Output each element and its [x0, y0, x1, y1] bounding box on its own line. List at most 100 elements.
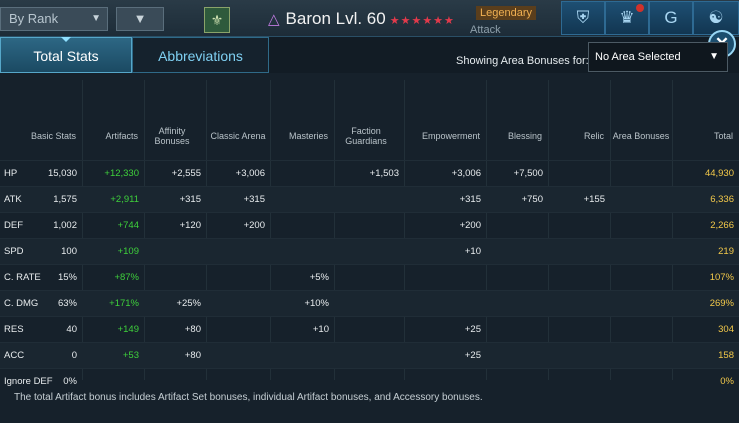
faction-banner-icon: ⚜ [204, 7, 230, 33]
cell-area [610, 291, 672, 317]
cell-blessing [486, 317, 548, 343]
header-blessing: Blessing [507, 131, 542, 141]
cell-affinity [144, 239, 206, 265]
tab-abbreviations[interactable]: Abbreviations [132, 37, 269, 73]
table-row: DEF 1,002 +744 +120 +200 +200 2,266 [0, 212, 739, 239]
footnote: The total Artifact bonus includes Artifa… [14, 392, 483, 403]
cell-affinity: +120 [179, 220, 201, 231]
cell-blessing: +7,500 [513, 168, 543, 179]
column-divider [672, 80, 673, 380]
header-faction-guardians: Faction Guardians [345, 126, 387, 146]
table-row: SPD 100 +109 +10 219 [0, 238, 739, 265]
cell-masteries [270, 213, 334, 239]
triangle-icon: △ [268, 11, 280, 28]
guild-icon[interactable]: G [649, 1, 693, 35]
cell-basic: 0% [63, 376, 77, 387]
cell-empower: +200 [459, 220, 481, 231]
cell-arena: +315 [243, 194, 265, 205]
role-label: Attack [470, 24, 501, 36]
area-bonus-dropdown[interactable]: No Area Selected ▼ [588, 42, 728, 72]
cell-blessing [486, 213, 548, 239]
cell-arena [206, 265, 270, 291]
cell-blessing: +750 [521, 194, 543, 205]
cell-arena: +200 [243, 220, 265, 231]
tab-total-stats[interactable]: Total Stats [0, 37, 132, 73]
column-divider [610, 80, 611, 380]
cell-masteries [270, 343, 334, 369]
cell-masteries: +10% [304, 298, 329, 309]
column-divider [144, 80, 145, 380]
cell-artifacts: +53 [122, 350, 139, 361]
header-area-bonuses: Area Bonuses [612, 131, 670, 141]
cell-area [610, 213, 672, 239]
crown-icon[interactable]: ♛ [605, 1, 649, 35]
cell-empower: +25 [464, 324, 481, 335]
top-bar: By Rank ▼ ▼ ⚜ △ Baron Lvl. 60 ★★★★★★ Legen… [0, 0, 739, 36]
area-bonus-label: Showing Area Bonuses for: [456, 55, 589, 67]
cell-total: 158 [718, 350, 734, 361]
rarity-badge: Legendary [476, 6, 536, 20]
cell-artifacts: +87% [114, 272, 139, 283]
tab-label: Abbreviations [158, 48, 243, 64]
cell-empower: +25 [464, 350, 481, 361]
column-divider [270, 80, 271, 380]
cell-stat: C. RATE [4, 272, 41, 283]
filter-button[interactable]: ▼ [116, 7, 164, 31]
cell-arena [206, 239, 270, 265]
cell-empower: +315 [459, 194, 481, 205]
cell-artifacts: +744 [117, 220, 139, 231]
cell-blessing [486, 291, 548, 317]
cell-area [610, 265, 672, 291]
header-affinity-bonuses: Affinity Bonuses [154, 126, 190, 146]
sort-dropdown[interactable]: By Rank ▼ [0, 7, 108, 31]
cell-basic: 63% [57, 298, 77, 309]
cell-area [610, 317, 672, 343]
cell-stat: ACC [4, 350, 25, 361]
filter-icon: ▼ [133, 11, 147, 26]
cell-arena [206, 343, 270, 369]
cell-stat: Ignore DEF [4, 376, 53, 387]
cell-empower [404, 291, 486, 317]
table-row: RES 40 +149 +80 +10 +25 304 [0, 316, 739, 343]
cell-area [610, 343, 672, 369]
cell-stat: ATK [4, 194, 22, 205]
chevron-down-icon: ▼ [709, 51, 719, 62]
cell-affinity: +315 [179, 194, 201, 205]
champion-name: Baron Lvl. 60 [285, 9, 386, 28]
area-bonus-selected: No Area Selected [595, 51, 681, 63]
cell-area [610, 187, 672, 213]
cell-artifacts: +2,911 [110, 194, 139, 205]
cell-basic: 0 [71, 350, 77, 361]
cell-blessing [486, 343, 548, 369]
cell-guardians [334, 265, 404, 291]
cell-affinity: +80 [184, 324, 201, 335]
cell-blessing [486, 239, 548, 265]
tab-label: Total Stats [33, 48, 99, 64]
cell-total: 269% [709, 298, 734, 309]
cell-arena [206, 291, 270, 317]
champion-title: △ Baron Lvl. 60 ★★★★★★ [268, 8, 455, 30]
cell-basic: 1,002 [53, 220, 77, 231]
cell-stat: DEF [4, 220, 23, 231]
table-row: ATK 1,575 +2,911 +315 +315 +315 +750 +155 6,336 [0, 186, 739, 213]
mask-icon[interactable]: ☯ [693, 1, 739, 35]
cell-basic: 1,575 [53, 194, 77, 205]
cell-relic [548, 239, 610, 265]
cell-basic: 15% [57, 272, 77, 283]
cell-stat: SPD [4, 246, 24, 257]
column-divider [206, 80, 207, 380]
cell-relic [548, 317, 610, 343]
cell-area [610, 239, 672, 265]
cell-masteries: +5% [309, 272, 329, 283]
armor-icon[interactable]: ⛨ [561, 1, 605, 35]
cell-basic: 15,030 [47, 168, 77, 179]
cell-basic: 40 [66, 324, 77, 335]
chevron-down-icon: ▼ [91, 13, 101, 24]
cell-total: 0% [720, 376, 734, 387]
cell-total: 219 [718, 246, 734, 257]
column-divider [404, 80, 405, 380]
cell-relic [548, 343, 610, 369]
header-total: Total [713, 131, 733, 141]
header-empowerment: Empowerment [421, 131, 480, 141]
notification-dot [636, 4, 644, 12]
